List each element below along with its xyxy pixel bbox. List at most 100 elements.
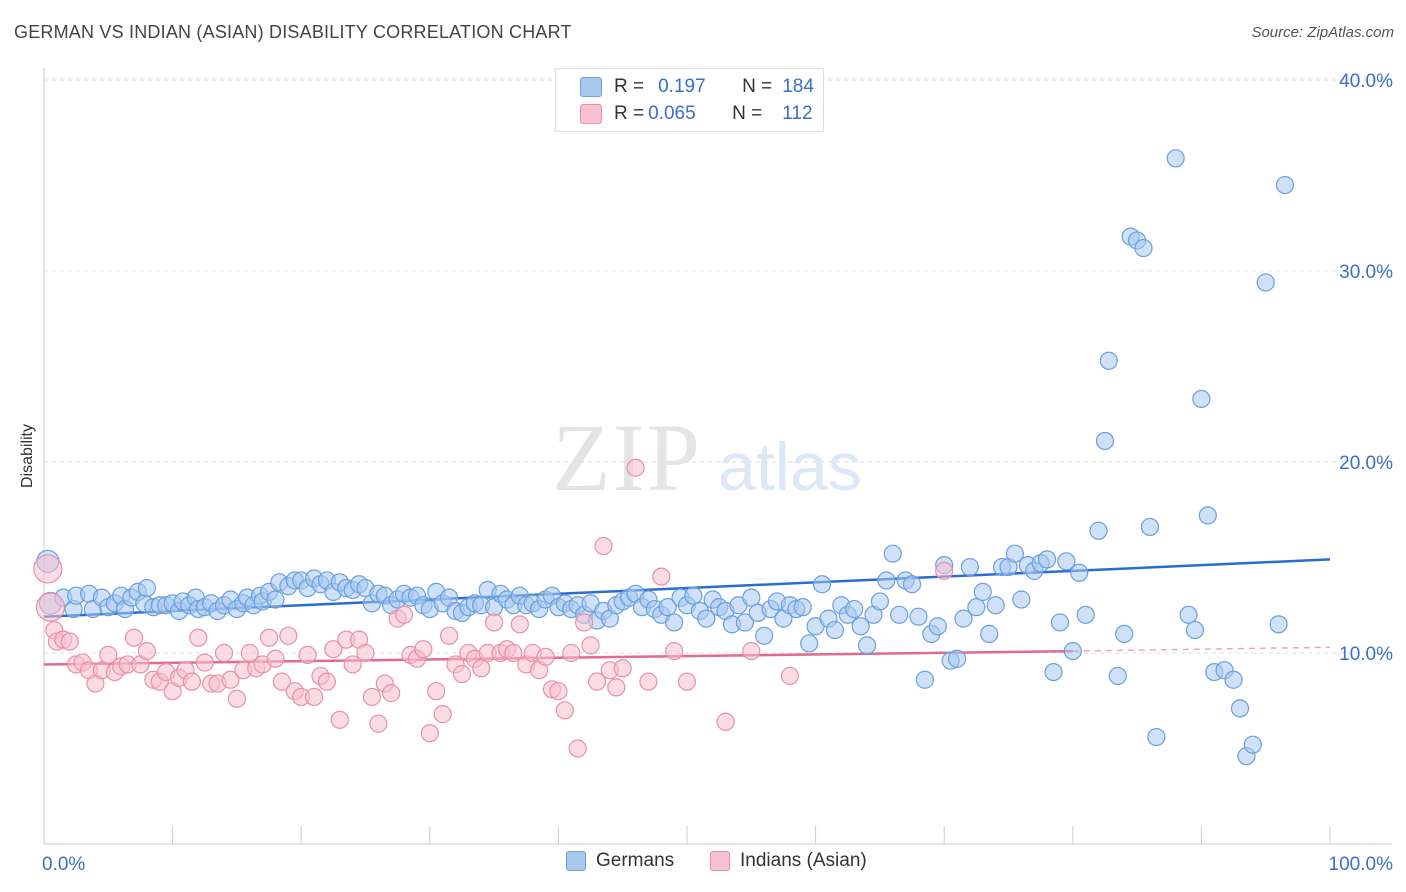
point-indians xyxy=(677,672,697,691)
point-germans xyxy=(1057,552,1076,571)
point-germans xyxy=(665,613,684,632)
point-germans xyxy=(947,649,967,668)
point-germans xyxy=(915,670,935,689)
legend-n-label: N = xyxy=(732,103,763,124)
point-germans xyxy=(1099,351,1118,370)
point-germans xyxy=(1115,624,1134,644)
axes xyxy=(43,68,1392,845)
point-indians xyxy=(227,689,246,708)
y-tick-label: 10.0% xyxy=(1339,644,1393,665)
point-indians xyxy=(742,641,761,661)
point-germans xyxy=(1076,605,1095,624)
point-germans xyxy=(1243,735,1262,754)
point-indians xyxy=(594,536,613,556)
watermark: ZIP atlas xyxy=(552,404,862,511)
bottom-legend-germans[interactable]: Germans xyxy=(566,850,674,872)
point-indians xyxy=(780,666,799,686)
point-indians xyxy=(439,626,459,645)
point-germans xyxy=(658,598,677,617)
point-germans xyxy=(960,557,980,577)
point-indians xyxy=(369,714,388,733)
point-germans xyxy=(800,634,819,653)
point-indians xyxy=(394,605,414,624)
point-indians xyxy=(504,643,523,663)
legend-swatch-germans xyxy=(580,77,602,97)
point-germans xyxy=(793,598,812,617)
point-germans xyxy=(1044,662,1063,682)
legend-n-label: N = xyxy=(742,76,773,97)
point-indians xyxy=(665,641,684,661)
point-germans xyxy=(1134,238,1153,258)
point-indians xyxy=(304,687,324,707)
point-germans xyxy=(1185,620,1205,640)
point-indians xyxy=(581,636,600,655)
point-indians xyxy=(607,678,626,697)
point-germans xyxy=(1179,605,1198,624)
point-germans xyxy=(890,605,909,624)
point-germans xyxy=(1140,517,1160,537)
point-germans xyxy=(973,582,992,601)
point-germans xyxy=(967,598,986,617)
point-germans xyxy=(980,624,999,644)
point-indians xyxy=(414,640,433,659)
chart-title: GERMAN VS INDIAN (ASIAN) DISABILITY CORR… xyxy=(14,22,572,42)
bottom-legend-swatch-germans xyxy=(566,851,586,871)
legend-row-germans: R = 0.197 N = 184 xyxy=(580,75,814,99)
point-indians xyxy=(420,724,439,743)
point-indians xyxy=(935,561,954,580)
point-germans xyxy=(684,586,703,605)
point-germans xyxy=(928,617,947,636)
point-indians xyxy=(382,684,401,703)
point-germans xyxy=(845,599,864,619)
legend-r-value: 0.065 xyxy=(648,103,696,124)
point-germans xyxy=(954,609,973,628)
point-germans xyxy=(1089,521,1108,540)
watermark-atlas: atlas xyxy=(718,429,862,505)
point-germans xyxy=(857,636,877,655)
point-indians xyxy=(259,628,279,647)
point-germans xyxy=(1108,666,1127,686)
point-indians xyxy=(575,613,594,632)
point-indians xyxy=(137,641,156,661)
point-germans xyxy=(1037,550,1057,569)
data-points xyxy=(33,149,1295,766)
bottom-legend-indians[interactable]: Indians (Asian) xyxy=(710,850,867,872)
watermark-zip: ZIP xyxy=(552,404,702,511)
point-germans xyxy=(902,575,922,594)
point-indians xyxy=(214,643,234,663)
point-indians xyxy=(555,701,574,720)
point-indians xyxy=(613,659,632,678)
point-indians xyxy=(279,626,298,645)
point-germans xyxy=(1192,389,1211,409)
legend-r-label: R = xyxy=(614,76,645,97)
point-indians xyxy=(99,645,118,665)
point-germans xyxy=(1230,699,1250,718)
point-germans xyxy=(697,609,716,628)
point-germans xyxy=(266,590,285,609)
point-germans xyxy=(909,607,928,626)
point-indians xyxy=(652,567,671,586)
legend-swatch-indians xyxy=(580,104,602,124)
bottom-legend: Germans Indians (Asian) xyxy=(0,850,1406,878)
point-indians xyxy=(626,458,645,477)
point-germans xyxy=(870,592,890,611)
point-indians xyxy=(330,710,349,729)
x-tick-label: 0.0% xyxy=(42,854,85,875)
point-indians xyxy=(240,643,259,663)
point-indians xyxy=(362,687,382,707)
bottom-legend-label-germans: Germans xyxy=(596,850,675,871)
point-indians xyxy=(356,643,375,663)
point-germans xyxy=(1147,727,1166,747)
tick-labels: 10.0% 20.0% 30.0% 40.0% 0.0% 100.0% xyxy=(42,71,1393,875)
point-indians xyxy=(182,672,201,691)
point-indians xyxy=(472,659,491,678)
point-germans xyxy=(851,617,870,636)
legend-r-label: R = xyxy=(614,103,645,124)
point-indians xyxy=(485,613,504,632)
y-tick-label: 20.0% xyxy=(1339,453,1393,474)
legend-n-value: 112 xyxy=(782,103,813,124)
point-indians xyxy=(562,643,581,663)
point-germans xyxy=(825,620,844,640)
point-indians xyxy=(60,632,79,651)
point-indians xyxy=(317,672,337,691)
